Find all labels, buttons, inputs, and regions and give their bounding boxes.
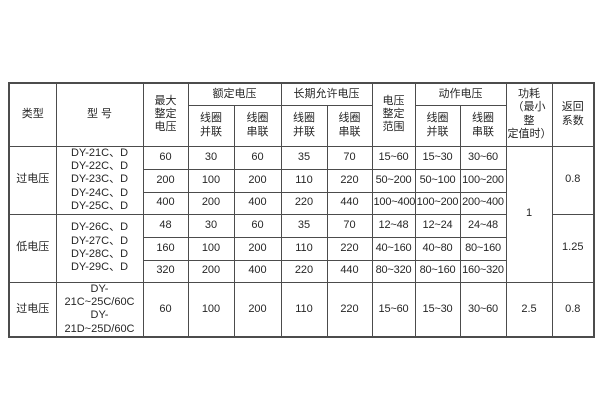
table-row: 400 200 400 220 440 100~400 100~200 200~… (9, 191, 594, 215)
table-row: 过电压 DY-21C~25C/60C DY-21D~25D/60C 60 100… (8, 281, 595, 338)
cell-power-group3: 2.5 (505, 281, 553, 338)
header-type: 类型 (8, 82, 57, 147)
table-cell: 60 (233, 213, 282, 238)
table-cell: 80~160 (414, 259, 461, 283)
table-cell: 12~24 (414, 213, 461, 238)
header-power: 功耗 （最小整 定值时） (505, 82, 553, 147)
table-row: 过电压 DY-21C、D DY-22C、D DY-23C、D DY-24C、D … (8, 145, 595, 283)
table-cell: 100 (187, 236, 235, 261)
table-cell: 24~48 (459, 213, 507, 238)
header-longterm-coil-parallel: 线圈 并联 (280, 104, 328, 147)
header-longterm-voltage: 长期允许电压 (280, 82, 373, 106)
header-operate-voltage: 动作电压 (414, 82, 507, 106)
table-cell: 100~200 (459, 168, 507, 193)
table-cell: 200 (187, 191, 235, 215)
table-cell: 200 (187, 259, 235, 283)
cell-type-undervoltage: 低电压 (8, 213, 57, 283)
table-cell: 320 (142, 259, 189, 283)
table-cell: 50~100 (414, 168, 461, 193)
table-cell: 48 (142, 213, 189, 238)
table-cell: 15~30 (414, 145, 461, 170)
table-cell: 15~30 (414, 281, 461, 338)
table-cell: 100~200 (414, 191, 461, 215)
table-cell: 12~48 (371, 213, 416, 238)
header-rated-voltage: 额定电压 (187, 82, 282, 106)
table-cell: 80~160 (459, 236, 507, 261)
cell-type-overvoltage: 过电压 (8, 145, 57, 215)
cell-return-group3: 0.8 (551, 281, 595, 338)
table-cell: 440 (326, 191, 373, 215)
table-cell: 100 (187, 168, 235, 193)
table-cell: 220 (326, 168, 373, 193)
table-cell: 40~160 (371, 236, 416, 261)
table-cell: 440 (326, 259, 373, 283)
table-cell: 200~400 (459, 191, 507, 215)
table-cell: 30~60 (459, 281, 507, 338)
table-cell: 110 (280, 281, 328, 338)
header-operate-coil-series: 线圈 串联 (459, 104, 507, 147)
table-cell: 200 (233, 236, 282, 261)
header-return-coeff: 返回 系数 (551, 82, 595, 147)
table-cell: 60 (142, 145, 189, 170)
table-cell: 160 (142, 236, 189, 261)
header-max-setting-voltage: 最大 整定 电压 (142, 82, 189, 147)
table-cell: 220 (326, 281, 373, 338)
table-cell: 100 (187, 281, 235, 338)
header-rated-coil-series: 线圈 串联 (233, 104, 282, 147)
table-cell: 100~400 (371, 191, 416, 215)
relay-spec-table: 类型 型 号 最大 整定 电压 额定电压 长期允许电压 电压 整定 范围 动作电… (8, 82, 595, 339)
table-cell: 30 (187, 145, 235, 170)
cell-return-group2: 1.25 (551, 213, 595, 283)
table-cell: 200 (233, 281, 282, 338)
table-cell: 200 (233, 168, 282, 193)
table-cell: 70 (326, 145, 373, 170)
table-cell: 35 (280, 145, 328, 170)
table-cell: 220 (280, 191, 328, 215)
table-cell: 70 (326, 213, 373, 238)
table-cell: 40~80 (414, 236, 461, 261)
cell-models-group2: DY-26C、D DY-27C、D DY-28C、D DY-29C、D (55, 213, 144, 283)
table-cell: 35 (280, 213, 328, 238)
table-cell: 160~320 (459, 259, 507, 283)
table-cell: 400 (142, 191, 189, 215)
table-row: 160 100 200 110 220 40~160 40~80 80~160 (9, 236, 594, 261)
cell-power-shared: 1 (505, 145, 553, 283)
header-rated-coil-parallel: 线圈 并联 (187, 104, 235, 147)
header-longterm-coil-series: 线圈 串联 (326, 104, 373, 147)
table-cell: 110 (280, 168, 328, 193)
table-cell: 60 (142, 281, 189, 338)
header-model: 型 号 (55, 82, 144, 147)
table-cell: 80~320 (371, 259, 416, 283)
table-cell: 15~60 (371, 281, 416, 338)
table-cell: 220 (326, 236, 373, 261)
table-cell: 200 (142, 168, 189, 193)
table-cell: 50~200 (371, 168, 416, 193)
table-cell: 220 (280, 259, 328, 283)
table-cell: 30~60 (459, 145, 507, 170)
table-cell: 15~60 (371, 145, 416, 170)
cell-models-group1: DY-21C、D DY-22C、D DY-23C、D DY-24C、D DY-2… (55, 145, 144, 215)
cell-type-overvoltage-2: 过电压 (8, 281, 57, 338)
cell-models-group3: DY-21C~25C/60C DY-21D~25D/60C (55, 281, 144, 338)
header-row-sub: 线圈 并联 线圈 串联 线圈 并联 线圈 串联 线圈 并联 线圈 串联 (9, 104, 594, 147)
table-cell: 400 (233, 259, 282, 283)
table-cell: 400 (233, 191, 282, 215)
cell-return-group1: 0.8 (551, 145, 595, 215)
table-cell: 110 (280, 236, 328, 261)
table-cell: 30 (187, 213, 235, 238)
header-operate-coil-parallel: 线圈 并联 (414, 104, 461, 147)
header-row-groups: 类型 型 号 最大 整定 电压 额定电压 长期允许电压 电压 整定 范围 动作电… (8, 82, 595, 147)
header-setting-range: 电压 整定 范围 (371, 82, 416, 147)
table-cell: 60 (233, 145, 282, 170)
